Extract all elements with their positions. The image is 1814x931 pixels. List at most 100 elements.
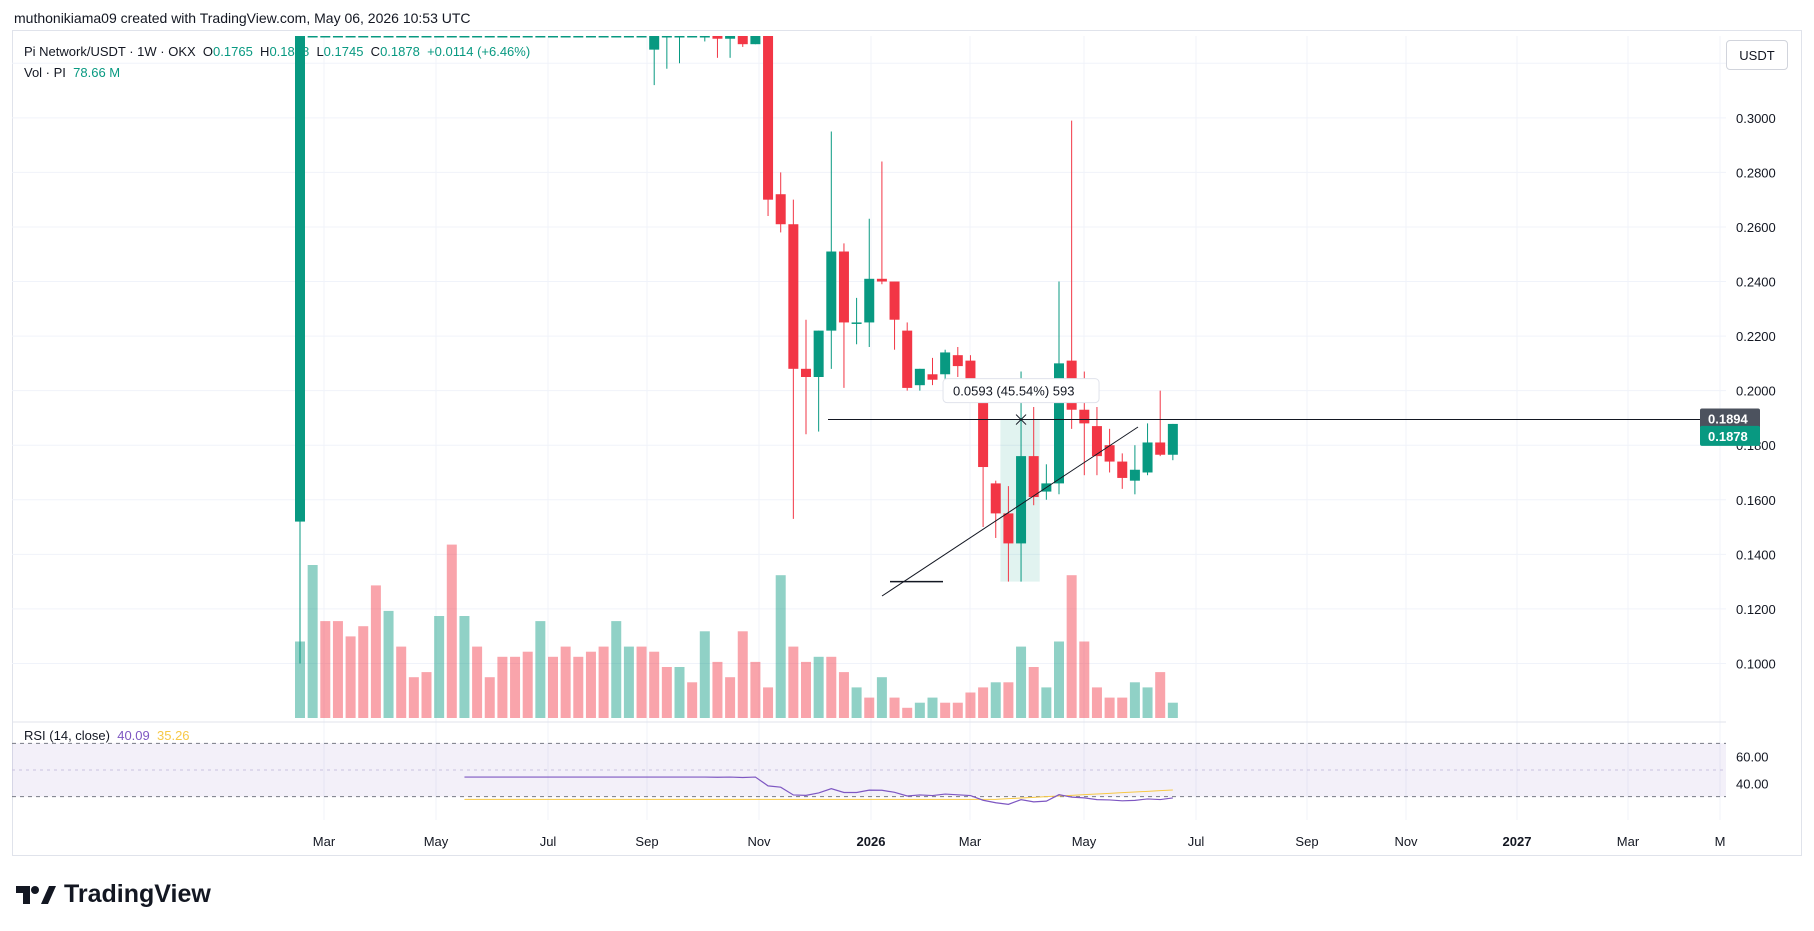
volume-bar bbox=[484, 677, 495, 718]
volume-bar bbox=[889, 697, 900, 718]
last-price-label: 0.1878 bbox=[1708, 429, 1748, 444]
volume-bar bbox=[1003, 682, 1014, 718]
candle-body bbox=[434, 36, 445, 38]
time-tick-label: Mar bbox=[959, 834, 982, 849]
time-tick-label: M bbox=[1715, 834, 1726, 849]
volume-bar bbox=[826, 656, 837, 718]
candle-body bbox=[484, 36, 495, 38]
candle-body bbox=[1028, 456, 1039, 498]
candle-body bbox=[927, 374, 938, 380]
volume-bar bbox=[914, 702, 925, 718]
candle-body bbox=[750, 36, 761, 45]
measure-label: 0.0593 (45.54%) 593 bbox=[953, 384, 1074, 399]
candle-body bbox=[598, 36, 609, 38]
tradingview-logo[interactable]: TradingView bbox=[14, 880, 211, 909]
rsi-legend: RSI (14, close) 40.09 35.26 bbox=[24, 728, 190, 743]
candle-body bbox=[459, 36, 470, 38]
candle-body bbox=[661, 36, 672, 38]
close-label: C bbox=[370, 44, 381, 59]
time-tick-label: Mar bbox=[313, 834, 336, 849]
price-tick-label: 0.3000 bbox=[1736, 111, 1776, 126]
volume-bar bbox=[699, 631, 710, 718]
volume-bar bbox=[838, 672, 849, 718]
volume-bar bbox=[1028, 667, 1039, 718]
candle-body bbox=[1054, 363, 1064, 484]
candle-body bbox=[902, 330, 913, 388]
candle-body bbox=[649, 36, 660, 50]
open-value: 0.1765 bbox=[213, 44, 253, 59]
currency-button[interactable]: USDT bbox=[1726, 40, 1788, 70]
volume-bar bbox=[1167, 702, 1178, 718]
candle-body bbox=[712, 36, 723, 39]
price-tick-label: 0.2000 bbox=[1736, 384, 1776, 399]
rsi-tick-label: 60.00 bbox=[1736, 750, 1769, 765]
candle-body bbox=[560, 36, 571, 38]
symbol-title[interactable]: Pi Network/USDT · 1W · OKX bbox=[24, 44, 196, 59]
candle-body bbox=[383, 36, 394, 38]
crosshair-price-label: 0.1894 bbox=[1708, 412, 1749, 427]
volume-bar bbox=[396, 646, 407, 718]
volume-bar bbox=[649, 651, 660, 718]
candle-body bbox=[497, 36, 508, 38]
change-value: +0.0114 (+6.46%) bbox=[427, 44, 531, 59]
volume-label[interactable]: Vol · PI bbox=[24, 65, 66, 80]
candle-body bbox=[510, 36, 521, 38]
volume-bar bbox=[358, 626, 369, 718]
volume-bar bbox=[510, 656, 521, 718]
candle-body bbox=[1142, 442, 1153, 473]
candle-body bbox=[396, 36, 407, 38]
volume-bar bbox=[573, 656, 584, 718]
candle-body bbox=[838, 251, 849, 323]
time-tick-label: 2027 bbox=[1503, 834, 1532, 849]
volume-bar bbox=[1066, 575, 1077, 718]
volume-bar bbox=[446, 544, 457, 718]
volume-bar bbox=[295, 641, 305, 718]
volume-bar bbox=[940, 702, 951, 718]
candle-body bbox=[1079, 409, 1090, 424]
volume-bar bbox=[952, 702, 963, 718]
candle-body bbox=[851, 322, 862, 324]
candle-body bbox=[535, 36, 546, 38]
price-tick-label: 0.2400 bbox=[1736, 275, 1776, 290]
volume-bar bbox=[775, 575, 786, 718]
symbol-legend: Pi Network/USDT · 1W · OKX O0.1765 H0.18… bbox=[24, 44, 530, 59]
candle-body bbox=[472, 36, 483, 38]
price-tick-label: 0.1400 bbox=[1736, 547, 1776, 562]
volume-bar bbox=[750, 661, 761, 718]
price-tick-label: 0.2200 bbox=[1736, 329, 1776, 344]
volume-bar bbox=[725, 677, 736, 718]
volume-bar bbox=[611, 621, 622, 718]
chart-credit: muthonikiama09 created with TradingView.… bbox=[14, 10, 471, 26]
candle-body bbox=[1155, 442, 1166, 455]
volume-bar bbox=[383, 610, 394, 718]
volume-bar bbox=[623, 646, 634, 718]
measure-label-box bbox=[942, 378, 1100, 404]
candle-body bbox=[1167, 423, 1178, 455]
price-tick-label: 0.1000 bbox=[1736, 656, 1776, 671]
candle-body bbox=[775, 194, 786, 225]
candle-body bbox=[408, 36, 419, 38]
price-tick-label: 0.2800 bbox=[1736, 165, 1776, 180]
volume-bar bbox=[864, 697, 875, 718]
candle-body bbox=[965, 360, 976, 380]
volume-bar bbox=[1054, 641, 1064, 718]
time-tick-label: May bbox=[1072, 834, 1097, 849]
candle-body bbox=[636, 36, 647, 38]
volume-bar bbox=[1079, 641, 1090, 718]
time-tick-label: May bbox=[424, 834, 449, 849]
volume-bar bbox=[927, 697, 938, 718]
candle-body bbox=[725, 36, 736, 39]
candle-body bbox=[522, 36, 533, 38]
volume-legend: Vol · PI 78.66 M bbox=[24, 65, 120, 80]
candle-body bbox=[952, 355, 963, 367]
rsi-tick-label: 40.00 bbox=[1736, 776, 1769, 791]
volume-bar bbox=[1117, 697, 1128, 718]
rsi-label[interactable]: RSI (14, close) bbox=[24, 728, 110, 743]
volume-bar bbox=[1104, 697, 1115, 718]
volume-bar bbox=[548, 656, 558, 718]
price-tick-label: 0.1200 bbox=[1736, 602, 1776, 617]
candle-body bbox=[623, 36, 634, 38]
candle-body bbox=[763, 36, 774, 200]
candle-body bbox=[345, 36, 356, 38]
